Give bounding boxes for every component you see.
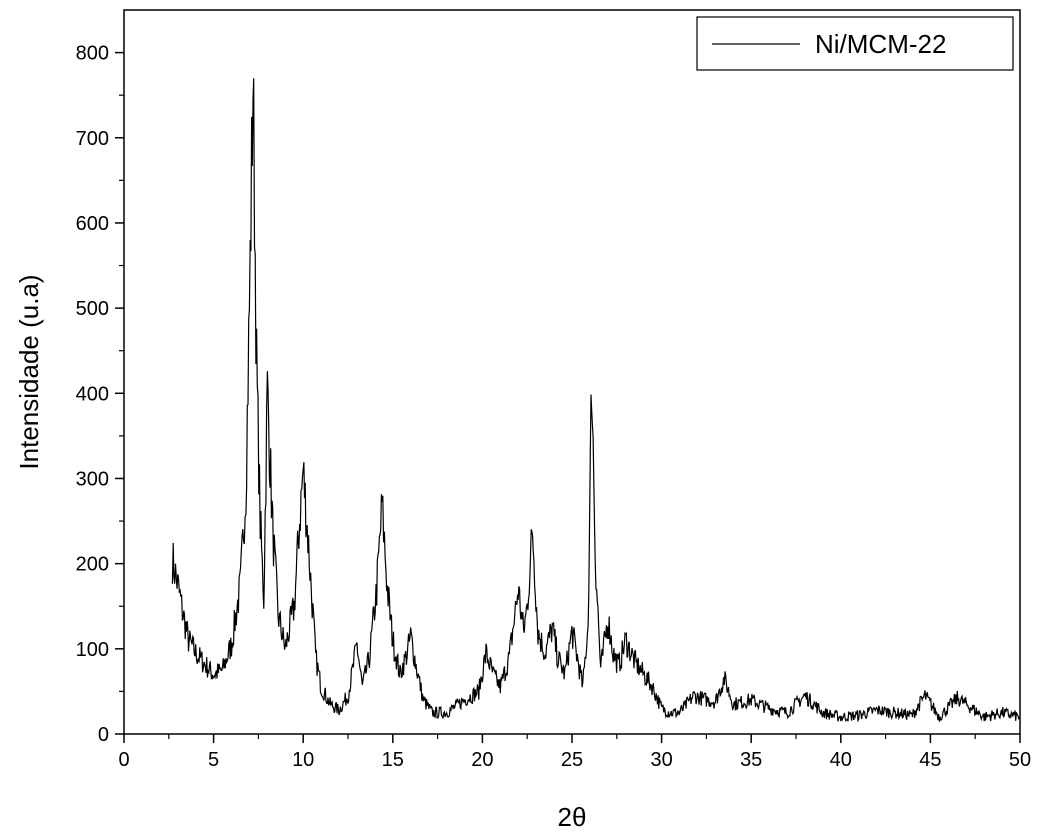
x-tick-label: 35 <box>740 749 762 771</box>
y-tick-label: 300 <box>76 468 109 490</box>
legend: Ni/MCM-22 <box>696 16 1014 71</box>
legend-label: Ni/MCM-22 <box>815 29 946 59</box>
y-tick-label: 500 <box>76 298 109 320</box>
y-tick-label: 0 <box>98 724 109 746</box>
y-axis-title: Intensidade (u.a) <box>14 274 44 469</box>
x-tick-label: 15 <box>382 749 404 771</box>
x-tick-label: 30 <box>650 749 672 771</box>
y-tick-label: 700 <box>76 128 109 150</box>
x-tick-label: 0 <box>118 749 129 771</box>
x-axis-title: 2θ <box>558 802 587 832</box>
y-tick-label: 100 <box>76 639 109 661</box>
x-ticks: 0 5 10 15 20 25 30 35 40 45 50 <box>118 734 1031 771</box>
x-tick-label: 45 <box>919 749 941 771</box>
y-tick-label: 600 <box>76 213 109 235</box>
series-line-ni-mcm-22 <box>171 78 1021 723</box>
x-tick-label: 50 <box>1009 749 1031 771</box>
x-tick-label: 25 <box>561 749 583 771</box>
x-tick-label: 5 <box>208 749 219 771</box>
y-tick-label: 200 <box>76 554 109 576</box>
x-tick-label: 40 <box>830 749 852 771</box>
x-tick-label: 20 <box>471 749 493 771</box>
y-ticks: 0 100 200 300 400 500 600 700 800 <box>76 43 124 746</box>
x-tick-label: 10 <box>292 749 314 771</box>
y-tick-label: 800 <box>76 43 109 65</box>
plot-frame <box>123 9 1021 735</box>
y-tick-label: 400 <box>76 383 109 405</box>
